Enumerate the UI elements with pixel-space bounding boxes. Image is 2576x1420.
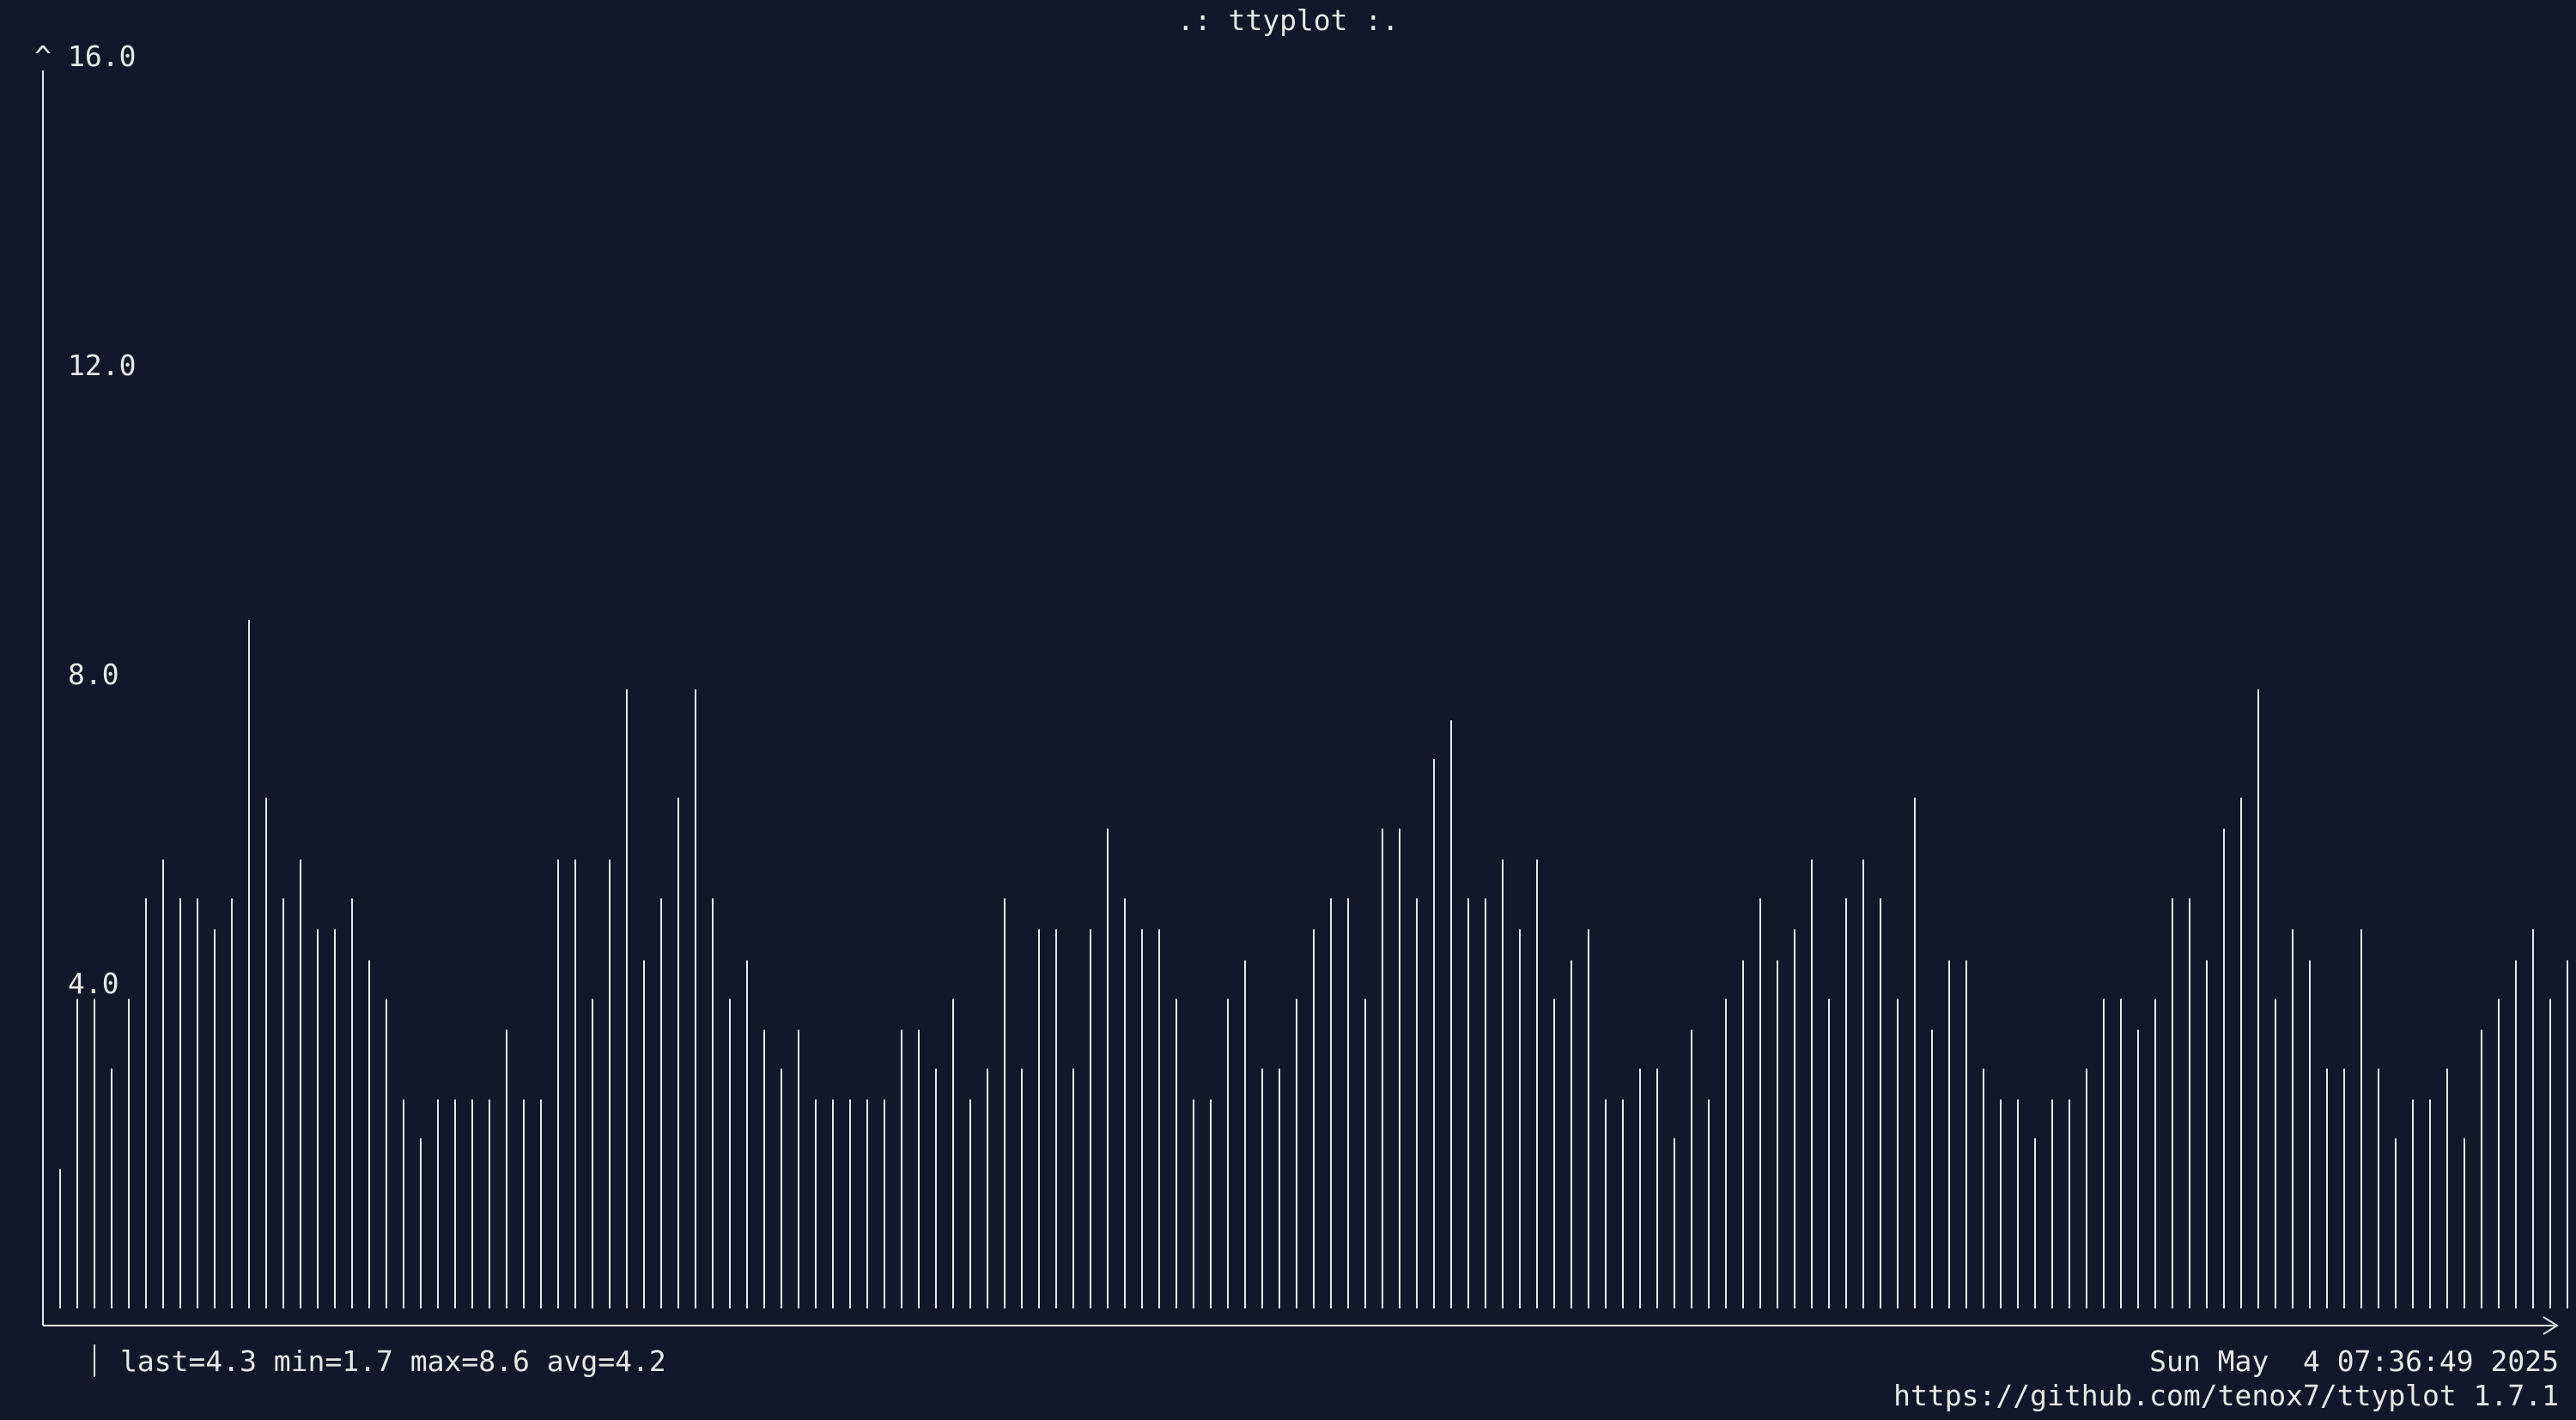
- y-tick-label: 16.0: [68, 39, 137, 73]
- stats-separator: [94, 1344, 95, 1377]
- y-tick-label: 8.0: [68, 658, 119, 691]
- bar-series: [59, 619, 2568, 1308]
- chart-title: .: ttyplot :.: [1176, 3, 1400, 37]
- y-tick-label: 4.0: [68, 967, 119, 1000]
- x-axis-arrow-icon: [2543, 1316, 2559, 1335]
- y-tick-label: 12.0: [68, 349, 137, 382]
- footer-url: https://github.com/tenox7/ttyplot 1.7.1: [1893, 1379, 2559, 1412]
- y-axis-caret: ^: [34, 39, 52, 73]
- stats-summary: last=4.3 min=1.7 max=8.6 avg=4.2: [120, 1344, 666, 1378]
- timestamp: Sun May 4 07:36:49 2025: [2149, 1344, 2559, 1378]
